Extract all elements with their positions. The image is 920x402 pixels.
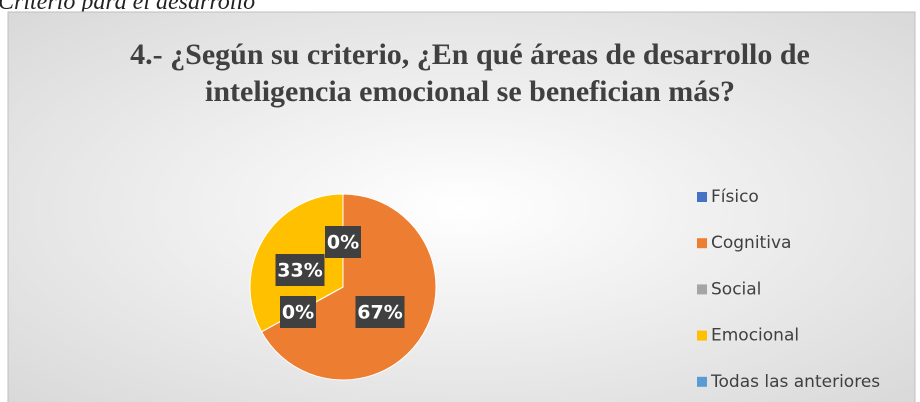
legend-swatch [697,330,707,341]
chart-title: 4.- ¿Según su criterio, ¿En qué áreas de… [130,38,810,71]
chart-area [7,11,916,402]
legend-label: Social [711,279,761,299]
data-label: 0% [327,232,359,254]
legend-label: Todas las anteriores [710,372,880,392]
data-label: 0% [282,302,314,324]
legend-label: Físico [711,187,759,207]
chart-title: inteligencia emocional se benefician más… [205,75,735,108]
legend-swatch [697,284,707,295]
legend-swatch [697,238,707,249]
pie-slice [260,193,437,381]
data-label-box [280,296,316,328]
legend-label: Emocional [711,326,799,346]
data-label-box [355,296,405,328]
data-label-box [275,254,325,286]
legend-swatch [697,376,707,387]
caption: Criterio para el desarrollo [0,0,255,15]
data-label: 33% [277,260,322,282]
data-label: 67% [357,302,402,324]
legend-label: Cognitiva [711,233,791,253]
legend-swatch [697,192,707,202]
data-label-box [325,226,361,258]
